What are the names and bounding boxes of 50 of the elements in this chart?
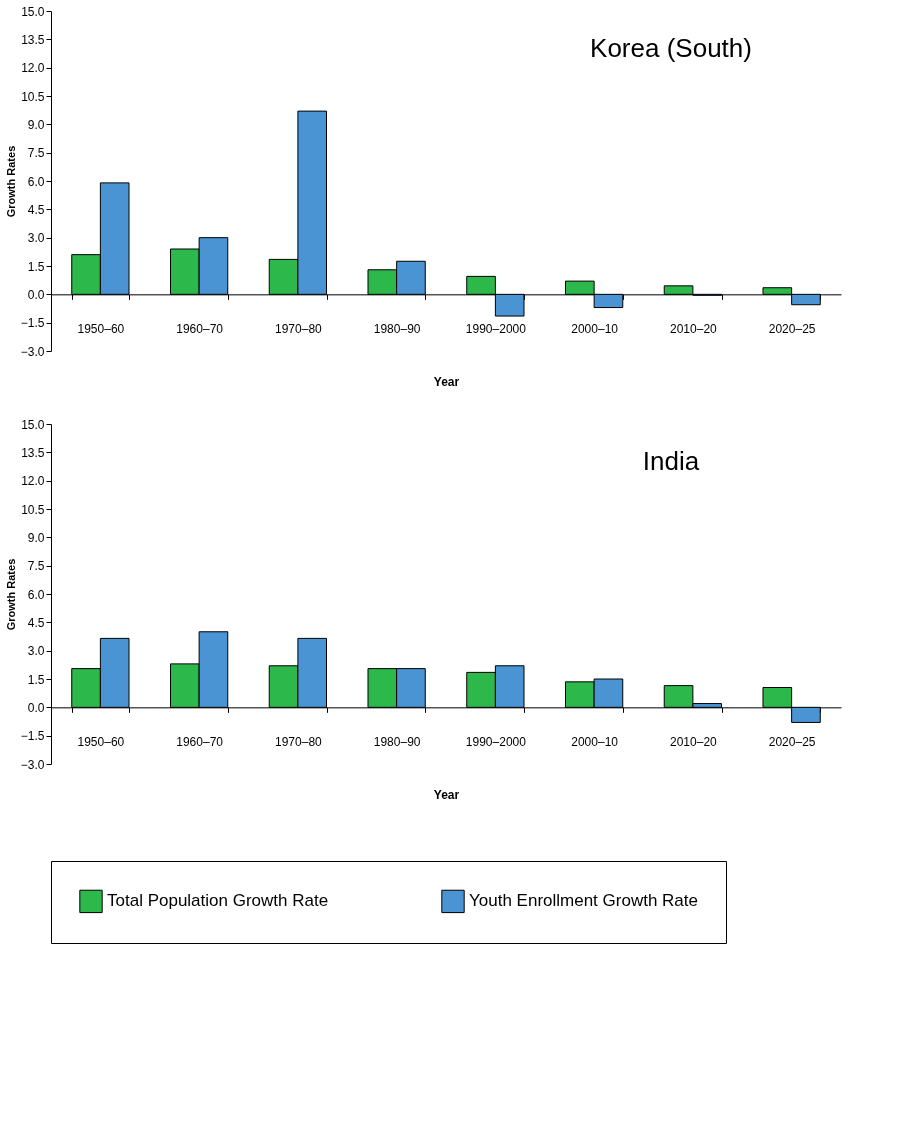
y-tick-label: 0.0 bbox=[27, 287, 45, 302]
x-tick-label: 2020–25 bbox=[768, 734, 816, 749]
x-tick-label: 2020–25 bbox=[768, 321, 816, 336]
y-tick-label: −1.5 bbox=[20, 729, 45, 744]
x-axis-title: Year bbox=[433, 787, 460, 802]
x-tick-label: 1970–80 bbox=[275, 734, 323, 749]
y-tick-label: 13.5 bbox=[21, 445, 45, 460]
y-tick-label: 7.5 bbox=[27, 559, 45, 574]
x-tick-label: 1980–90 bbox=[373, 734, 421, 749]
y-tick-label: 15.0 bbox=[21, 417, 45, 432]
text: India bbox=[642, 446, 700, 476]
y-tick-label: 9.0 bbox=[27, 530, 45, 545]
x-tick-label: 2000–10 bbox=[571, 734, 619, 749]
y-tick-label: 0.0 bbox=[27, 700, 45, 715]
y-tick-label: 9.0 bbox=[27, 117, 45, 132]
y-tick-label: 4.5 bbox=[27, 615, 45, 630]
x-tick-label: 1990–2000 bbox=[465, 734, 527, 749]
x-tick-label: 1980–90 bbox=[373, 321, 421, 336]
y-tick-label: 6.0 bbox=[27, 174, 45, 189]
x-tick-label: 1990–2000 bbox=[465, 321, 527, 336]
legend-label: Youth Enrollment Growth Rate bbox=[469, 891, 698, 911]
x-tick-label: 2010–20 bbox=[670, 734, 718, 749]
y-tick-label: 12.0 bbox=[21, 474, 45, 489]
y-axis-title: Growth Rates bbox=[4, 558, 17, 631]
y-tick-label: −3.0 bbox=[20, 757, 45, 772]
x-tick-label: 2010–20 bbox=[670, 321, 718, 336]
x-tick-label: 1970–80 bbox=[275, 321, 323, 336]
y-tick-label: 3.0 bbox=[27, 644, 45, 659]
y-tick-label: 12.0 bbox=[21, 61, 45, 76]
y-tick-label: 1.5 bbox=[27, 672, 45, 687]
y-tick-label: 3.0 bbox=[27, 231, 45, 246]
x-tick-label: 1950–60 bbox=[77, 321, 125, 336]
x-tick-label: 1950–60 bbox=[77, 734, 125, 749]
x-tick-label: 1960–70 bbox=[176, 734, 224, 749]
y-tick-label: 6.0 bbox=[27, 587, 45, 602]
y-tick-label: 10.5 bbox=[21, 89, 45, 104]
y-tick-label: 13.5 bbox=[21, 32, 45, 47]
x-axis-title: Year bbox=[433, 374, 460, 389]
x-tick-label: 2000–10 bbox=[571, 321, 619, 336]
y-tick-label: 10.5 bbox=[21, 502, 45, 517]
x-tick-label: 1960–70 bbox=[176, 321, 224, 336]
y-tick-label: 4.5 bbox=[27, 202, 45, 217]
y-axis-title: Growth Rates bbox=[4, 145, 17, 218]
legend-label: Total Population Growth Rate bbox=[107, 891, 329, 911]
y-tick-label: −3.0 bbox=[20, 344, 45, 359]
text: Korea (South) bbox=[590, 33, 752, 63]
y-tick-label: −1.5 bbox=[20, 316, 45, 331]
y-tick-label: 7.5 bbox=[27, 146, 45, 161]
y-tick-label: 15.0 bbox=[21, 4, 45, 19]
y-tick-label: 1.5 bbox=[27, 259, 45, 274]
